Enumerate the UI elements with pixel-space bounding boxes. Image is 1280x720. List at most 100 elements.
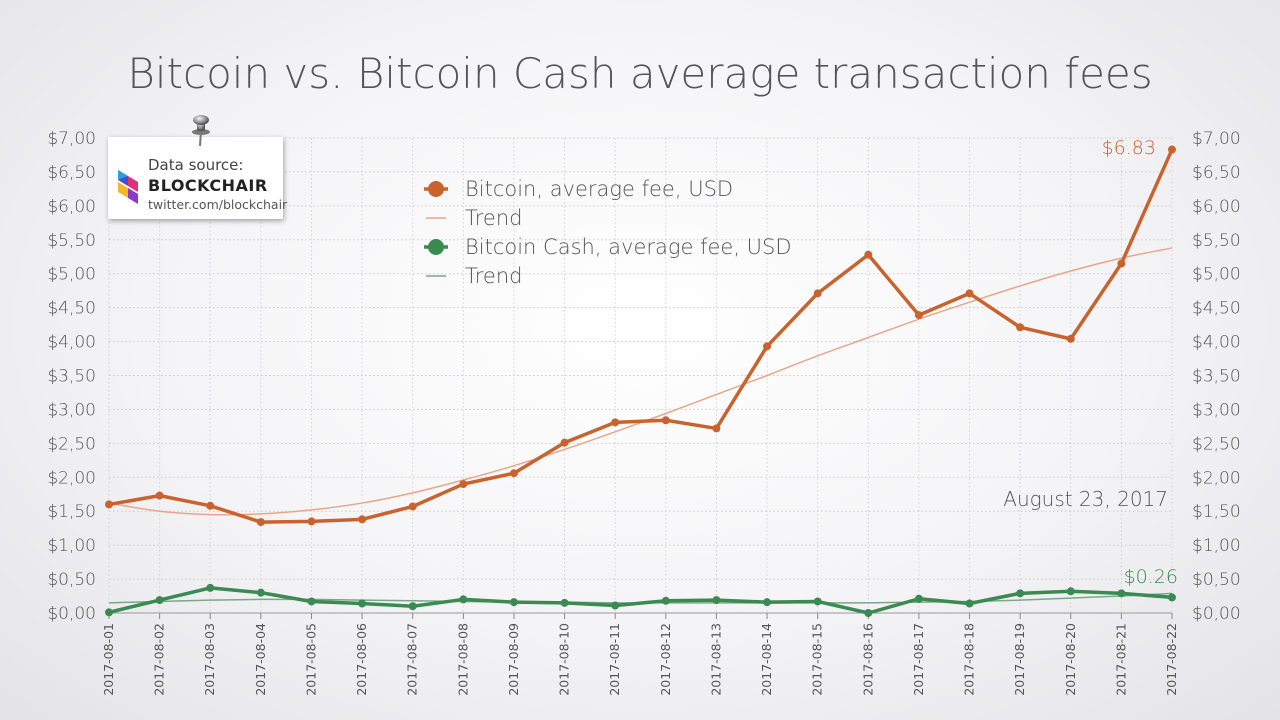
y-tick-label-right: $1,50 <box>1192 502 1241 522</box>
legend: Bitcoin, average fee, USD Trend Bitcoin Ca… <box>424 177 792 288</box>
data-point <box>509 469 518 478</box>
legend-label: Trend <box>465 206 522 230</box>
x-tick-label: 2017-08-08 <box>455 623 470 696</box>
data-point <box>560 598 569 607</box>
y-tick-label-right: $0,00 <box>1192 604 1241 624</box>
y-tick-label-left: $1,00 <box>47 536 96 556</box>
y-tick-label-left: $4,00 <box>47 333 96 353</box>
legend-label: Bitcoin Cash, average fee, USD <box>465 235 792 259</box>
data-point <box>712 596 721 605</box>
x-tick-label: 2017-08-12 <box>658 623 673 696</box>
data-point <box>864 609 873 617</box>
y-tick-label-right: $3,50 <box>1192 367 1241 387</box>
data-point <box>358 515 367 524</box>
data-point <box>256 588 265 597</box>
y-tick-label-left: $7,00 <box>47 129 96 149</box>
data-point <box>358 599 367 608</box>
x-tick-label: 2017-08-04 <box>253 623 268 696</box>
data-point <box>914 594 923 603</box>
data-point <box>611 601 620 610</box>
data-point <box>914 311 923 320</box>
legend-label: Trend <box>465 264 522 288</box>
badge-twitter-handle: twitter.com/blockchair <box>148 197 288 212</box>
y-tick-label-right: $3,00 <box>1192 400 1241 420</box>
y-tick-label-right: $1,00 <box>1192 536 1241 556</box>
series-line <box>108 586 1173 615</box>
legend-label: Bitcoin, average fee, USD <box>465 177 733 201</box>
data-point <box>459 480 468 489</box>
y-tick-label-left: $6,00 <box>47 197 96 217</box>
x-tick-label: 2017-08-13 <box>708 623 723 696</box>
data-point <box>864 250 873 259</box>
y-tick-label-right: $5,50 <box>1192 231 1241 251</box>
y-tick-label-left: $2,50 <box>47 434 96 454</box>
legend-marker <box>428 181 444 197</box>
data-point <box>459 595 468 604</box>
data-point <box>965 289 974 298</box>
y-tick-label-left: $3,50 <box>47 367 96 387</box>
legend-marker <box>428 239 444 255</box>
x-tick-label: 2017-08-03 <box>202 623 217 696</box>
y-tick-label-right: $7,00 <box>1192 129 1241 149</box>
x-tick-label: 2017-08-07 <box>405 623 420 696</box>
data-point <box>408 502 417 511</box>
x-tick-label: 2017-08-02 <box>152 623 167 696</box>
y-tick-label-left: $2,00 <box>47 468 96 488</box>
chart-title: Bitcoin vs. Bitcoin Cash average transac… <box>127 49 1152 98</box>
data-point <box>155 596 164 605</box>
data-point <box>1016 323 1025 332</box>
x-tick-label: 2017-08-19 <box>1012 623 1027 696</box>
x-tick-label: 2017-08-09 <box>506 623 521 696</box>
y-tick-label-left: $5,00 <box>47 265 96 285</box>
y-tick-label-left: $3,00 <box>47 400 96 420</box>
x-tick-label: 2017-08-06 <box>354 623 369 696</box>
data-point <box>661 596 670 605</box>
y-tick-label-left: $5,50 <box>47 231 96 251</box>
y-tick-label-right: $5,00 <box>1192 265 1241 285</box>
x-tick-label: 2017-08-11 <box>607 623 622 696</box>
data-point <box>105 608 113 617</box>
x-tick-label: 2017-08-05 <box>303 623 318 696</box>
y-tick-label-left: $0,00 <box>47 604 96 624</box>
data-point <box>1066 334 1075 343</box>
y-tick-label-right: $6,00 <box>1192 197 1241 217</box>
y-axis-right: $0,00 $0,50 $1,00 $1,50 $2,00 $2,50 $3,00 $3,50… <box>1192 129 1241 624</box>
pushpin-icon <box>192 115 210 147</box>
data-point <box>256 518 265 527</box>
y-tick-label-right: $0,50 <box>1192 570 1241 590</box>
data-point <box>1168 145 1176 154</box>
data-source-badge: Data source: BLOCKCHAIR twitter.com/bloc… <box>108 137 287 219</box>
x-tick-label: 2017-08-14 <box>759 623 774 696</box>
data-point <box>307 597 316 606</box>
y-tick-label-left: $0,50 <box>47 570 96 590</box>
data-point <box>1117 589 1126 598</box>
data-point <box>712 424 721 433</box>
series-line <box>108 148 1174 524</box>
blockchair-logo-icon <box>118 170 138 204</box>
data-point <box>155 491 164 500</box>
x-tick-label: 2017-08-20 <box>1063 623 1078 696</box>
data-point <box>965 599 974 608</box>
y-tick-label-left: $1,50 <box>47 502 96 522</box>
data-point <box>307 517 316 526</box>
date-note: August 23, 2017 <box>1003 487 1168 511</box>
data-point <box>661 416 670 425</box>
data-point <box>509 598 518 607</box>
data-point <box>1016 589 1025 598</box>
data-point <box>560 438 569 447</box>
x-tick-label: 2017-08-01 <box>101 623 116 696</box>
x-tick-label: 2017-08-15 <box>810 623 825 696</box>
data-point <box>206 501 215 510</box>
y-tick-label-right: $6,50 <box>1192 163 1241 183</box>
bch-last-value-label: $0.26 <box>1124 566 1178 588</box>
x-tick-label: 2017-08-17 <box>911 623 926 696</box>
data-point <box>611 418 620 427</box>
badge-brand-name: BLOCKCHAIR <box>148 176 268 195</box>
y-tick-label-right: $2,50 <box>1192 434 1241 454</box>
x-axis: 2017-08-01 2017-08-02 2017-08-03 2017-08-04… <box>101 623 1179 696</box>
series-group <box>105 145 1176 617</box>
data-point <box>206 583 215 592</box>
trend-line <box>108 247 1173 516</box>
data-point <box>105 500 113 509</box>
